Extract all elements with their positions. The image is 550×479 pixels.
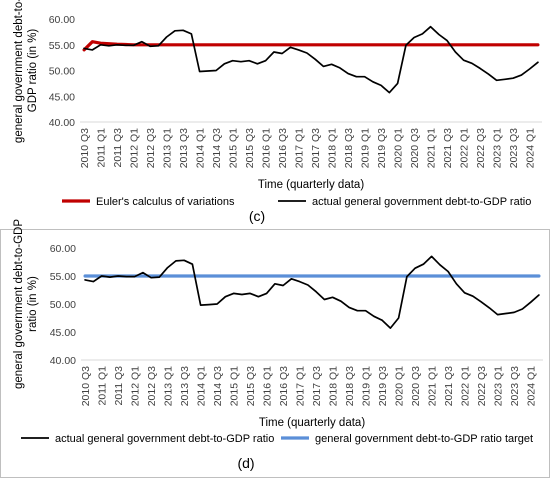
x-tick-label: 2013 Q3 <box>178 128 190 168</box>
x-tick-label: 2021 Q3 <box>442 128 454 168</box>
y-axis-title: ratio (in %) <box>27 276 39 332</box>
x-tick-label: 2016 Q1 <box>262 366 274 406</box>
x-tick-label: 2010 Q3 <box>80 366 92 406</box>
y-tick-label: 55.00 <box>50 271 76 283</box>
x-tick-label: 2012 Q3 <box>145 128 157 168</box>
x-tick-label: 2022 Q1 <box>459 128 471 168</box>
chart-c-svg: 40.00 45.00 50.00 55.00 60.00 2010 Q3 2011 Q1 2… <box>13 0 542 224</box>
x-tick-label: 2013 Q1 <box>163 366 175 406</box>
x-tick-label: 2024 Q1 <box>526 366 538 406</box>
y-axis-title: general government debt-to-GDP <box>13 219 25 389</box>
x-tick-label: 2023 Q3 <box>508 128 520 168</box>
x-tick-label: 2014 Q3 <box>211 128 223 168</box>
x-tick-label: 2017 Q1 <box>295 366 307 406</box>
x-tick-label: 2013 Q1 <box>162 128 174 168</box>
x-tick-label: 2021 Q3 <box>443 366 455 406</box>
y-tick-label: 40.00 <box>49 117 75 129</box>
x-tick-label: 2018 Q3 <box>343 128 355 168</box>
x-tick-label: 2021 Q1 <box>426 128 438 168</box>
x-tick-label: 2011 Q3 <box>112 128 124 168</box>
x-tick-label: 2021 Q1 <box>427 366 439 406</box>
x-tick-label: 2014 Q1 <box>195 128 207 168</box>
y-tick-label: 50.00 <box>49 66 75 78</box>
x-tick-label: 2019 Q3 <box>376 128 388 168</box>
y-axis-title: general government debt-to- <box>13 0 25 143</box>
x-tick-label: 2017 Q1 <box>294 128 306 168</box>
x-tick-label: 2017 Q3 <box>311 366 323 406</box>
y-tick-label: 50.00 <box>50 299 76 311</box>
series-line-1 <box>84 255 540 329</box>
y-tick-label: 45.00 <box>50 327 76 339</box>
x-tick-label: 2014 Q1 <box>196 366 208 406</box>
panel-label: (d) <box>237 455 254 471</box>
x-tick-label: 2019 Q1 <box>360 128 372 168</box>
x-tick-label: 2024 Q1 <box>525 128 537 168</box>
x-tick-label: 2020 Q1 <box>394 366 406 406</box>
x-tick-label: 2018 Q3 <box>344 366 356 406</box>
y-tick-label: 60.00 <box>49 14 75 26</box>
x-tick-label: 2015 Q1 <box>229 366 241 406</box>
x-tick-label: 2022 Q1 <box>460 366 472 406</box>
x-tick-label: 2023 Q1 <box>492 128 504 168</box>
x-tick-label: 2018 Q1 <box>328 366 340 406</box>
x-tick-label: 2013 Q3 <box>179 366 191 406</box>
chart-panel-c: 40.00 45.00 50.00 55.00 60.00 2010 Q3 2011 Q1 2… <box>0 0 550 225</box>
x-tick-label: 2016 Q3 <box>278 366 290 406</box>
x-axis-title: Time (quarterly data) <box>259 417 365 429</box>
x-tick-label: 2011 Q1 <box>96 128 108 168</box>
x-tick-label: 2018 Q1 <box>327 128 339 168</box>
x-tick-label: 2019 Q1 <box>361 366 373 406</box>
x-tick-label: 2015 Q3 <box>244 128 256 168</box>
x-tick-label: 2023 Q3 <box>509 366 521 406</box>
y-axis-title: GDP ratio (in %) <box>27 29 39 113</box>
x-tick-label: 2012 Q3 <box>146 366 158 406</box>
legend-label-1: actual general government debt-to-GDP ra… <box>312 196 531 208</box>
x-axis-title: Time (quarterly data) <box>258 179 364 191</box>
x-tick-label: 2011 Q3 <box>113 366 125 406</box>
x-tick-label: 2022 Q3 <box>476 366 488 406</box>
y-tick-label: 60.00 <box>50 243 76 255</box>
series-line-1 <box>83 25 539 94</box>
legend-label-1: actual general government debt-to-GDP ra… <box>55 433 274 445</box>
chart-panel-d: 40.00 45.00 50.00 55.00 60.00 2010 Q3 2011 Q1 2… <box>0 219 550 478</box>
x-tick-label: 2011 Q1 <box>97 366 109 406</box>
panel-label: (c) <box>249 208 265 224</box>
legend-label-0: Euler's calculus of variations <box>96 196 235 208</box>
x-tick-label: 2017 Q3 <box>310 128 322 168</box>
x-tick-label: 2020 Q3 <box>409 128 421 168</box>
x-tick-label: 2016 Q3 <box>277 128 289 168</box>
x-tick-label: 2012 Q1 <box>129 128 141 168</box>
y-tick-label: 40.00 <box>50 355 76 367</box>
x-tick-label: 2010 Q3 <box>79 128 91 168</box>
x-tick-label: 2016 Q1 <box>261 128 273 168</box>
legend-label-0: general government debt-to-GDP ratio tar… <box>315 433 533 445</box>
x-tick-label: 2022 Q3 <box>475 128 487 168</box>
x-tick-label: 2015 Q1 <box>228 128 240 168</box>
y-tick-label: 55.00 <box>49 40 75 52</box>
x-tick-label: 2020 Q3 <box>410 366 422 406</box>
x-tick-label: 2012 Q1 <box>130 366 142 406</box>
y-tick-label: 45.00 <box>49 91 75 103</box>
x-tick-label: 2023 Q1 <box>493 366 505 406</box>
x-tick-label: 2015 Q3 <box>245 366 257 406</box>
x-tick-label: 2019 Q3 <box>377 366 389 406</box>
x-tick-label: 2014 Q3 <box>212 366 224 406</box>
x-tick-label: 2020 Q1 <box>393 128 405 168</box>
chart-d-svg: 40.00 45.00 50.00 55.00 60.00 2010 Q3 2011 Q1 2… <box>13 219 543 471</box>
